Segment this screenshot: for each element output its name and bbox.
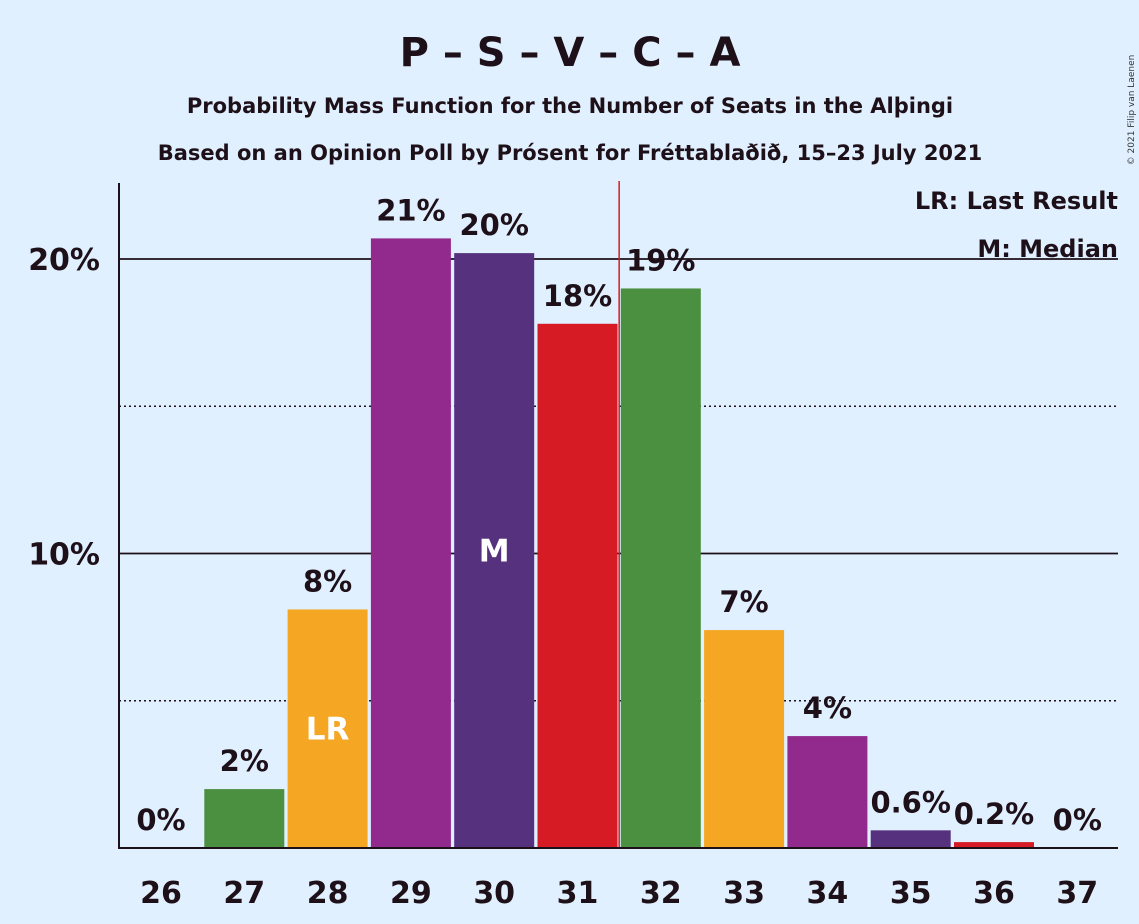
labels-group: 0% 26 2% 27 8% 28 21% 29 20% 30 18% 31 19% 32 7% 33 4% 34… bbox=[136, 193, 1102, 911]
bar-marker-lr: LR bbox=[306, 712, 350, 748]
chart-subtitle: Probability Mass Function for the Number… bbox=[187, 94, 953, 118]
bar-32 bbox=[620, 288, 701, 848]
bar-33 bbox=[704, 630, 785, 848]
data-label-28: 8% bbox=[303, 564, 352, 598]
bar-36 bbox=[954, 842, 1034, 848]
data-label-32: 19% bbox=[626, 243, 695, 277]
bars-group bbox=[118, 181, 1118, 849]
data-label-27: 2% bbox=[220, 744, 269, 778]
bar-27 bbox=[204, 789, 285, 848]
x-tick-label: 33 bbox=[723, 876, 765, 911]
copyright-note: © 2021 Filip van Laenen bbox=[1127, 55, 1137, 166]
bar-31 bbox=[537, 323, 618, 848]
bar-29 bbox=[370, 238, 451, 848]
bar-34 bbox=[787, 736, 868, 848]
y-tick-label: 10% bbox=[28, 538, 100, 573]
data-label-35: 0.6% bbox=[870, 785, 950, 819]
legend-median: M: Median bbox=[977, 235, 1118, 263]
x-tick-label: 27 bbox=[223, 876, 265, 911]
bar-30 bbox=[454, 253, 535, 849]
bar-28 bbox=[287, 609, 368, 848]
data-label-31: 18% bbox=[543, 279, 612, 313]
x-tick-label: 30 bbox=[473, 876, 515, 911]
x-tick-label: 36 bbox=[973, 876, 1015, 911]
x-tick-label: 37 bbox=[1056, 876, 1098, 911]
chart-title: P – S – V – C – A bbox=[400, 30, 741, 76]
data-label-36: 0.2% bbox=[954, 797, 1034, 831]
x-tick-label: 32 bbox=[640, 876, 682, 911]
data-label-29: 21% bbox=[376, 193, 445, 227]
data-label-33: 7% bbox=[719, 585, 768, 619]
data-label-37: 0% bbox=[1053, 803, 1102, 837]
legend-last-result: LR: Last Result bbox=[915, 187, 1118, 215]
x-tick-label: 35 bbox=[890, 876, 932, 911]
x-tick-label: 34 bbox=[807, 876, 849, 911]
data-label-26: 0% bbox=[136, 803, 185, 837]
bar-35 bbox=[870, 830, 951, 848]
x-tick-label: 26 bbox=[140, 876, 182, 911]
data-label-30: 20% bbox=[459, 208, 528, 242]
x-tick-label: 28 bbox=[307, 876, 349, 911]
x-tick-label: 31 bbox=[557, 876, 599, 911]
x-tick-label: 29 bbox=[390, 876, 432, 911]
y-tick-label: 20% bbox=[28, 243, 100, 278]
bar-marker-m: M bbox=[479, 534, 510, 570]
data-label-34: 4% bbox=[803, 691, 852, 725]
chart-subtitle-2: Based on an Opinion Poll by Prósent for … bbox=[158, 141, 983, 165]
